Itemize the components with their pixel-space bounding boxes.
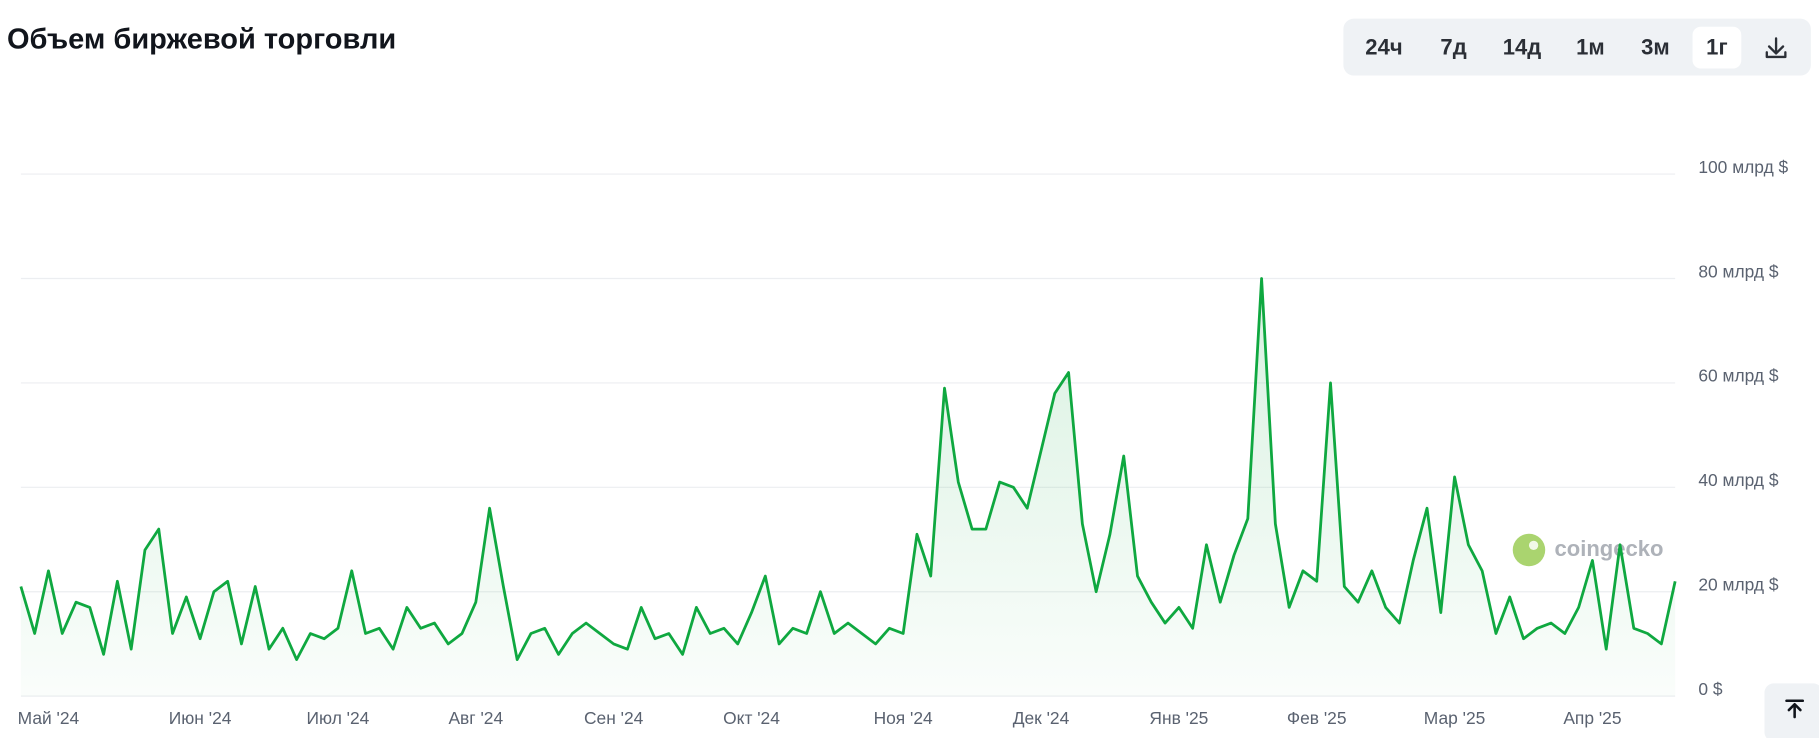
x-tick-label: Авг '24: [448, 708, 503, 728]
x-tick-label: Май '24: [18, 708, 80, 728]
area: [20, 278, 1676, 697]
x-tick-label: Апр '25: [1563, 708, 1621, 728]
range-button[interactable]: 24ч: [1365, 35, 1402, 60]
line: [19, 277, 1677, 661]
range-button[interactable]: 1м: [1576, 35, 1605, 60]
y-tick-label: 80 млрд $: [1698, 261, 1779, 281]
chart-title: Объем биржевой торговли: [7, 23, 396, 55]
watermark-logo: [1512, 533, 1546, 567]
y-tick-label: 60 млрд $: [1698, 366, 1779, 386]
active-range-bg: [1692, 26, 1742, 69]
y-tick-label: 20 млрд $: [1698, 575, 1779, 595]
x-tick-label: Окт '24: [723, 708, 780, 728]
x-tick-label: Ноя '24: [874, 708, 933, 728]
scroll-top-icon: [1785, 699, 1805, 719]
download-icon: [1765, 37, 1787, 59]
range-button[interactable]: 3м: [1641, 35, 1670, 60]
x-tick-label: Дек '24: [1013, 708, 1070, 728]
scroll-top-button[interactable]: [1764, 683, 1819, 738]
range-button[interactable]: 7д: [1440, 35, 1466, 60]
x-tick-label: Фев '25: [1287, 708, 1347, 728]
watermark-text: coingecko: [1555, 536, 1664, 561]
download-button[interactable]: [1754, 27, 1798, 69]
x-tick-label: Мар '25: [1424, 708, 1486, 728]
y-tick-label: 0 $: [1698, 679, 1723, 699]
range-button[interactable]: 1г: [1706, 35, 1727, 60]
scroll-top-bg[interactable]: [1764, 683, 1819, 738]
watermark: coingecko: [1512, 533, 1664, 567]
range-selector: 24ч 7д 14д 1м 3м 1г: [1343, 18, 1811, 76]
x-tick-label: Сен '24: [584, 708, 644, 728]
y-tick-label: 100 млрд $: [1698, 157, 1788, 177]
x-tick-label: Янв '25: [1149, 708, 1208, 728]
range-button[interactable]: 14д: [1503, 35, 1542, 60]
y-tick-label: 40 млрд $: [1698, 470, 1779, 490]
watermark-logo-eye: [1528, 540, 1539, 550]
x-tick-label: Июл '24: [307, 708, 370, 728]
x-tick-label: Июн '24: [169, 708, 232, 728]
